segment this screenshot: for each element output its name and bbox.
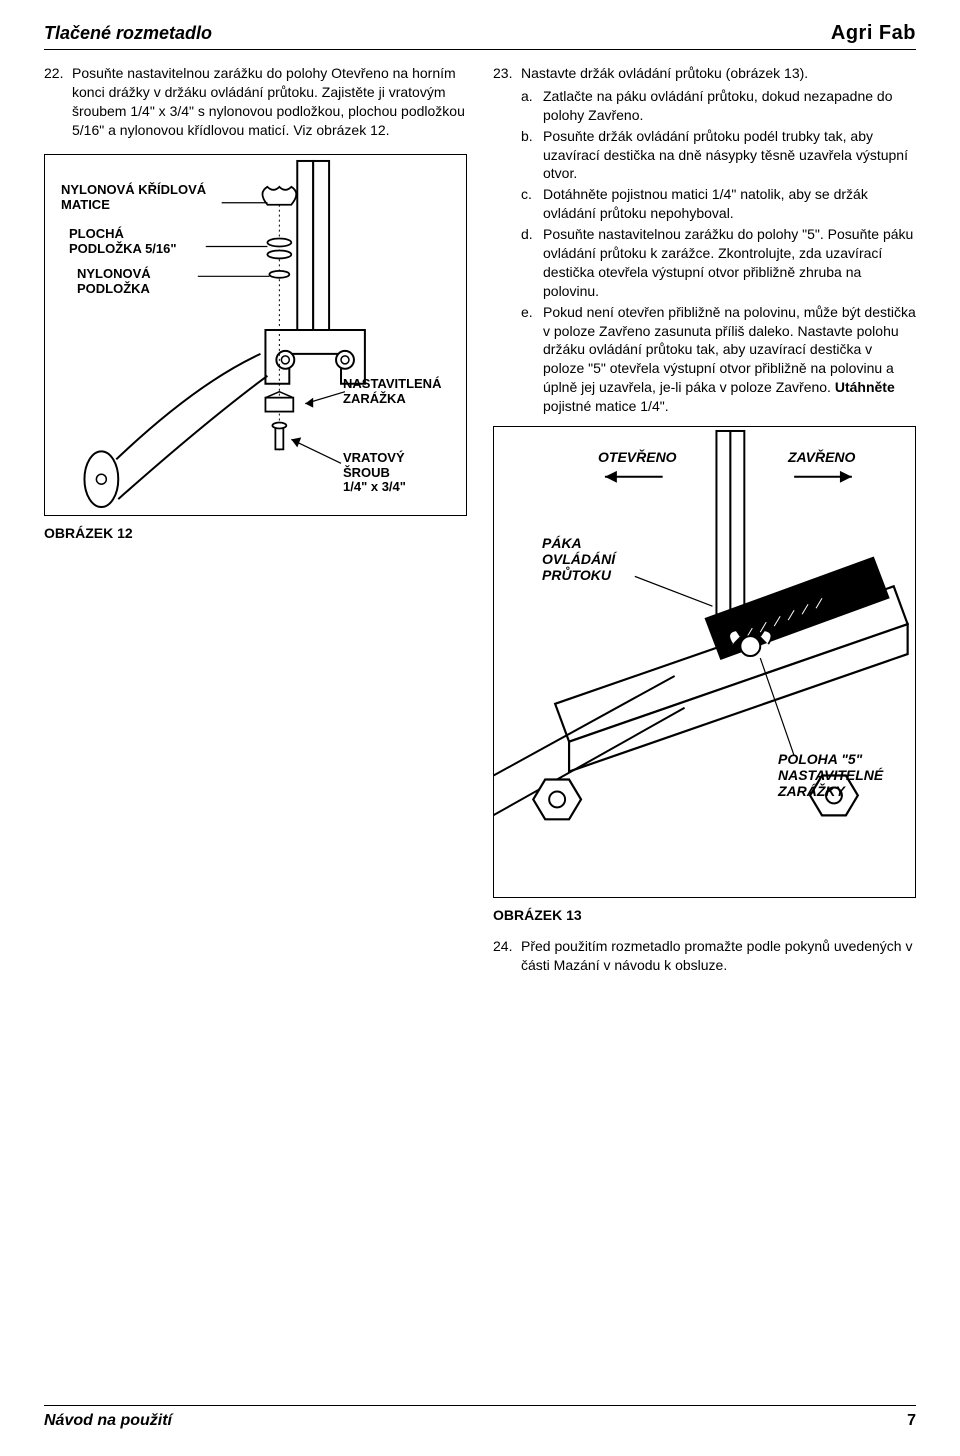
callout-adjustable-stop: NASTAVITLENÁ ZARÁŽKA bbox=[343, 377, 441, 407]
figure-12-label: OBRÁZEK 12 bbox=[44, 524, 467, 543]
page-header: Tlačené rozmetadlo Agri Fab bbox=[44, 20, 916, 50]
left-column: 22. Posuňte nastavitelnou zarážku do pol… bbox=[44, 64, 467, 979]
step-23: 23. Nastavte držák ovládání průtoku (obr… bbox=[493, 64, 916, 83]
page-footer: Návod na použití 7 bbox=[44, 1405, 916, 1432]
substep-d: d. Posuňte nastavitelnou zarážku do polo… bbox=[521, 225, 916, 301]
figure-13-label: OBRÁZEK 13 bbox=[493, 906, 916, 925]
callout-closed: ZAVŘENO bbox=[788, 449, 855, 465]
step-22: 22. Posuňte nastavitelnou zarážku do pol… bbox=[44, 64, 467, 140]
header-left: Tlačené rozmetadlo bbox=[44, 21, 212, 45]
step-body: Před použitím rozmetadlo promažte podle … bbox=[521, 937, 916, 975]
callout-lever: PÁKA OVLÁDÁNÍ PRŮTOKU bbox=[542, 535, 615, 583]
callout-open: OTEVŘENO bbox=[598, 449, 677, 465]
figure-13-svg bbox=[494, 427, 915, 897]
substep-c: c. Dotáhněte pojistnou matici 1/4" natol… bbox=[521, 185, 916, 223]
step-body: Posuňte nastavitelnou zarážku do polohy … bbox=[72, 64, 467, 140]
substep-a: a. Zatlačte na páku ovládání průtoku, do… bbox=[521, 87, 916, 125]
step-number: 23. bbox=[493, 64, 521, 83]
figure-12: NYLONOVÁ KŘÍDLOVÁ MATICE PLOCHÁ PODLOŽKA… bbox=[44, 154, 467, 516]
figure-13: OTEVŘENO ZAVŘENO PÁKA OVLÁDÁNÍ PRŮTOKU P… bbox=[493, 426, 916, 898]
substep-b: b. Posuňte držák ovládání průtoku podél … bbox=[521, 127, 916, 184]
right-column: 23. Nastavte držák ovládání průtoku (obr… bbox=[493, 64, 916, 979]
callout-nylon-washer: NYLONOVÁ PODLOŽKA bbox=[77, 267, 151, 297]
step-number: 22. bbox=[44, 64, 72, 140]
substep-e: e. Pokud není otevřen přibližně na polov… bbox=[521, 303, 916, 416]
substeps: a. Zatlačte na páku ovládání průtoku, do… bbox=[493, 87, 916, 416]
footer-left: Návod na použití bbox=[44, 1410, 172, 1432]
footer-page-number: 7 bbox=[907, 1410, 916, 1432]
callout-position-5: POLOHA "5" NASTAVITELNÉ ZARÁŽKY bbox=[778, 751, 883, 799]
header-right: Agri Fab bbox=[831, 20, 916, 47]
callout-wing-nut: NYLONOVÁ KŘÍDLOVÁ MATICE bbox=[61, 183, 206, 213]
callout-flat-washer: PLOCHÁ PODLOŽKA 5/16" bbox=[69, 227, 177, 257]
callout-carriage-bolt: VRATOVÝ ŠROUB 1/4" x 3/4" bbox=[343, 451, 406, 496]
step-number: 24. bbox=[493, 937, 521, 975]
step-body: Nastavte držák ovládání průtoku (obrázek… bbox=[521, 64, 916, 83]
step-24: 24. Před použitím rozmetadlo promažte po… bbox=[493, 937, 916, 975]
